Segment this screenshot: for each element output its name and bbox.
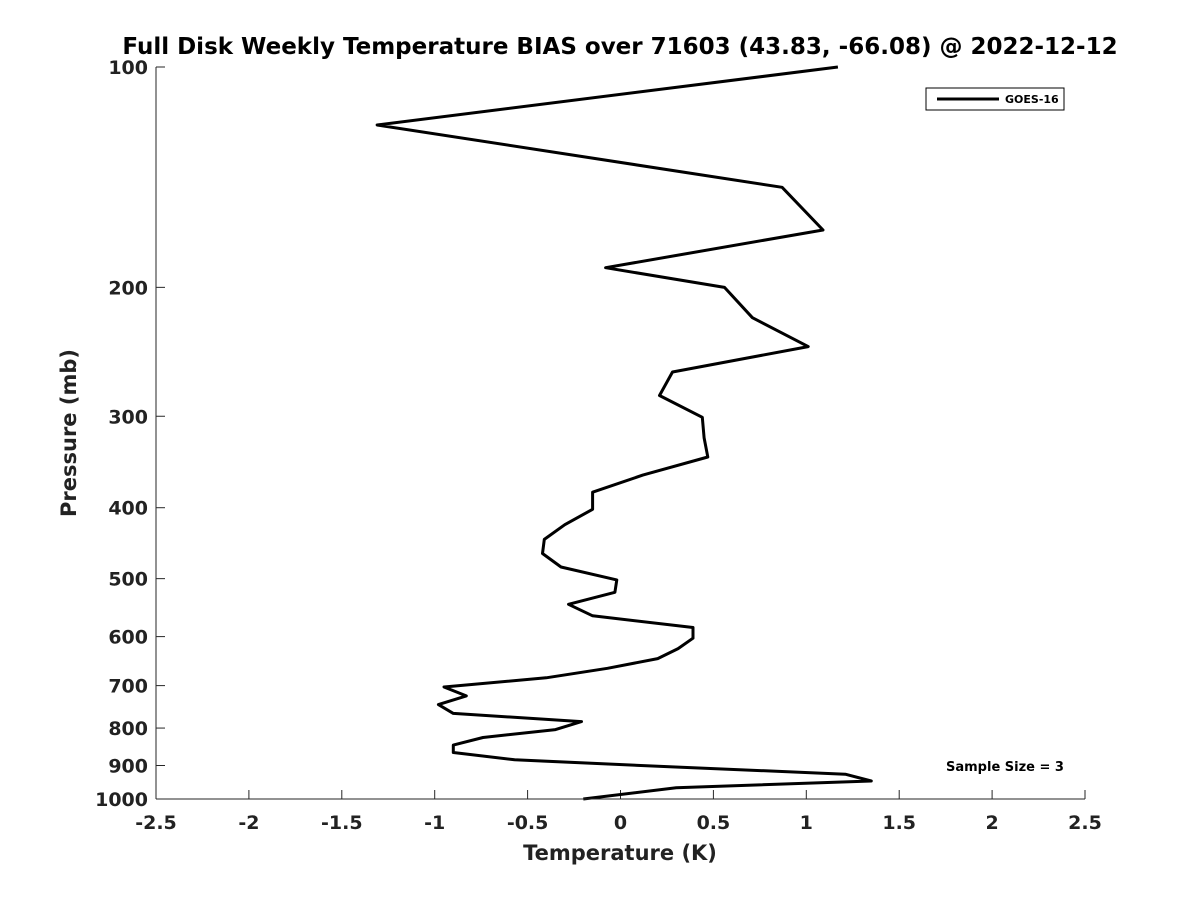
plot-area <box>156 67 1085 799</box>
y-axis-label: Pressure (mb) <box>57 349 81 517</box>
legend-entry-goes16: GOES-16 <box>1005 93 1059 106</box>
y-axis: 100 200 300 400 500 600 700 800 900 1000 <box>95 57 165 811</box>
y-tick-label: 700 <box>108 676 148 698</box>
y-tick-label: 800 <box>108 718 148 740</box>
y-tick-label: 200 <box>108 277 148 299</box>
y-tick-label: 600 <box>108 627 148 649</box>
y-tick-label: 900 <box>108 756 148 778</box>
x-tick-label: 2.5 <box>1068 812 1102 834</box>
x-tick-label: -1 <box>424 812 445 834</box>
y-tick-label: 100 <box>108 57 148 79</box>
x-tick-label: 0.5 <box>697 812 731 834</box>
x-axis-label: Temperature (K) <box>523 841 717 865</box>
x-tick-label: 1.5 <box>882 812 916 834</box>
x-tick-label: -0.5 <box>507 812 549 834</box>
x-tick-label: -1.5 <box>321 812 363 834</box>
x-tick-label: -2 <box>238 812 259 834</box>
y-tick-label: 300 <box>108 406 148 428</box>
x-axis: -2.5 -2 -1.5 -1 -0.5 0 0.5 1 1.5 2 2.5 <box>135 790 1102 834</box>
sample-size-annotation: Sample Size = 3 <box>946 760 1064 775</box>
chart-title: Full Disk Weekly Temperature BIAS over 7… <box>122 34 1117 60</box>
x-tick-label: 0 <box>614 812 627 834</box>
legend: GOES-16 <box>925 87 1065 111</box>
x-tick-label: 1 <box>800 812 813 834</box>
y-tick-label: 1000 <box>95 789 148 811</box>
y-tick-label: 500 <box>108 569 148 591</box>
x-tick-label: -2.5 <box>135 812 177 834</box>
y-tick-label: 400 <box>108 498 148 520</box>
x-tick-label: 2 <box>985 812 998 834</box>
series-line-goes16 <box>375 65 873 801</box>
